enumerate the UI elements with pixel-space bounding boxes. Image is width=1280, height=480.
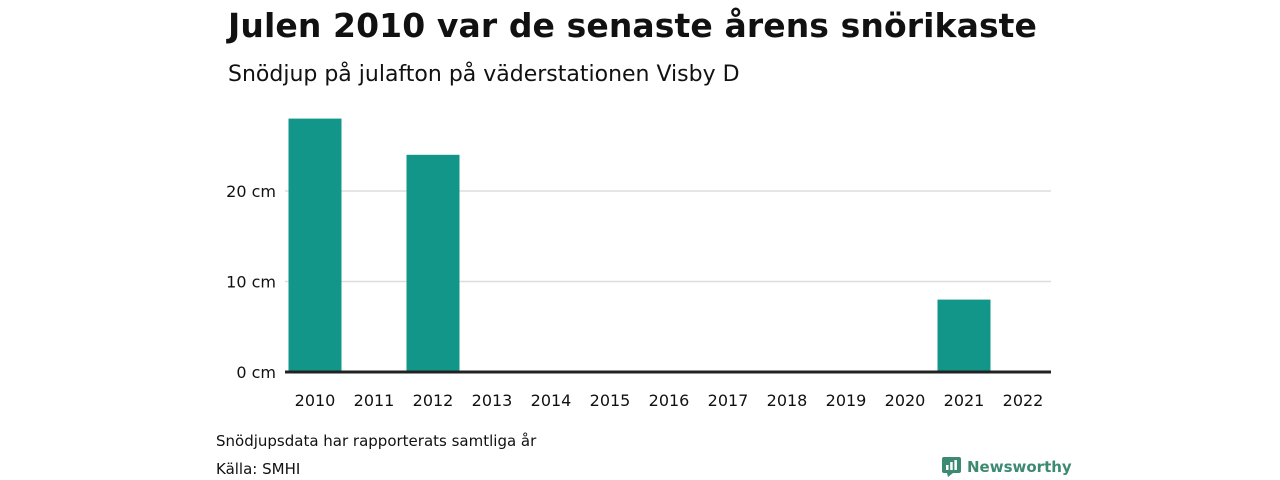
bars: [288, 118, 991, 372]
x-tick-label: 2021: [944, 391, 985, 410]
x-tick-label: 2018: [767, 391, 808, 410]
x-tick-label: 2011: [354, 391, 395, 410]
bar-2021: [937, 299, 991, 372]
y-tick-label: 10 cm: [226, 273, 276, 292]
newsworthy-logo-icon: [942, 457, 961, 477]
x-tick-label: 2017: [708, 391, 749, 410]
bar-2012: [406, 154, 460, 372]
y-axis-ticks: 0 cm 10 cm 20 cm: [226, 182, 276, 382]
x-tick-label: 2020: [885, 391, 926, 410]
x-tick-label: 2010: [295, 391, 336, 410]
grid-lines: [285, 190, 1051, 283]
x-tick-label: 2015: [590, 391, 631, 410]
chart-subtitle: Snödjup på julafton på väderstationen Vi…: [228, 62, 740, 87]
brand-name: Newsworthy: [967, 458, 1072, 476]
y-tick-label: 0 cm: [236, 363, 276, 382]
chart-title: Julen 2010 var de senaste årens snörikas…: [228, 6, 1038, 45]
x-tick-label: 2012: [413, 391, 454, 410]
brand-logo: Newsworthy: [942, 457, 1072, 477]
x-tick-label: 2022: [1003, 391, 1044, 410]
y-tick-label: 20 cm: [226, 182, 276, 201]
bar-2010: [288, 118, 342, 372]
x-tick-label: 2014: [531, 391, 572, 410]
footnote: Snödjupsdata har rapporterats samtliga å…: [216, 432, 537, 450]
x-tick-label: 2019: [826, 391, 867, 410]
x-axis-ticks: 2010 2011 2012 2013 2014 2015 2016 2017 2018 2019…: [295, 391, 1044, 410]
source-note: Källa: SMHI: [216, 460, 301, 478]
x-tick-label: 2013: [472, 391, 513, 410]
x-tick-label: 2016: [649, 391, 690, 410]
